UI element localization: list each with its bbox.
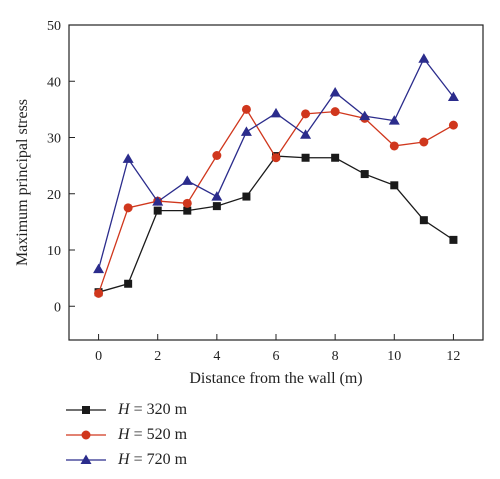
data-point (448, 120, 458, 130)
legend-label: H = 520 m (118, 426, 187, 444)
x-tick-label: 4 (213, 349, 220, 364)
data-point (447, 91, 459, 101)
x-tick-label: 10 (387, 349, 401, 364)
legend-marker (82, 406, 90, 414)
legend-label: H = 320 m (118, 401, 187, 419)
data-point (124, 279, 133, 288)
data-point (211, 191, 223, 201)
data-point (360, 170, 369, 179)
series-line (97, 108, 454, 294)
legend-label-variable: H (118, 401, 130, 418)
x-tick-label: 8 (332, 349, 339, 364)
series-1 (94, 152, 458, 297)
legend-label-value: = 520 m (129, 426, 188, 443)
legend-swatch (66, 406, 106, 414)
data-point (271, 153, 281, 163)
data-point (270, 107, 282, 118)
data-point (331, 153, 340, 162)
legend-swatch (66, 454, 106, 464)
data-point (449, 235, 458, 244)
legend-label-value: = 320 m (129, 401, 188, 418)
data-point (419, 216, 428, 225)
legend-item: H = 320 m (62, 398, 187, 422)
legend-label-value: = 720 m (129, 451, 188, 468)
series-2 (94, 104, 458, 298)
data-point (390, 181, 399, 190)
data-point (152, 196, 164, 206)
data-point (389, 141, 399, 151)
data-point (183, 206, 192, 215)
data-point (242, 192, 251, 201)
y-tick-label: 50 (47, 19, 61, 34)
data-point (212, 151, 222, 160)
series-line (98, 155, 454, 293)
y-tick-label: 40 (47, 75, 61, 90)
series-line (97, 57, 454, 270)
data-point (182, 198, 192, 208)
y-tick-label: 30 (47, 132, 61, 147)
data-point (181, 175, 193, 185)
x-axis-label: Distance from the wall (m) (189, 370, 362, 387)
y-tick-label: 20 (47, 188, 61, 203)
y-axis-label: Maximum principal stress (14, 99, 31, 266)
x-tick-label: 2 (154, 349, 161, 364)
data-point (301, 109, 311, 119)
data-point (419, 137, 429, 147)
data-point (240, 126, 252, 136)
legend-label-variable: H (118, 426, 130, 443)
legend-item: H = 720 m (62, 448, 187, 472)
x-tick-label: 6 (273, 349, 280, 364)
data-point (329, 87, 341, 97)
data-point (418, 53, 430, 63)
data-point (330, 107, 340, 117)
data-point (301, 153, 310, 162)
data-point (300, 129, 312, 139)
series-3 (93, 53, 459, 274)
y-tick-label: 10 (47, 244, 61, 259)
data-point (388, 115, 400, 125)
legend-marker (80, 454, 92, 464)
legend-swatch (66, 430, 106, 440)
data-point (122, 153, 134, 163)
data-point (212, 202, 221, 211)
legend-item: H = 520 m (62, 423, 187, 447)
x-tick-label: 0 (95, 349, 102, 364)
y-tick-label: 0 (54, 300, 61, 315)
x-tick-label: 12 (446, 349, 460, 364)
plot-frame (68, 24, 484, 341)
legend-marker (81, 430, 91, 440)
data-point (241, 104, 251, 114)
data-point (94, 288, 104, 298)
data-point (123, 203, 133, 213)
legend-label: H = 720 m (118, 451, 187, 469)
legend-label-variable: H (118, 451, 130, 468)
data-point (359, 110, 371, 121)
data-point (153, 206, 162, 215)
data-point (93, 263, 105, 274)
